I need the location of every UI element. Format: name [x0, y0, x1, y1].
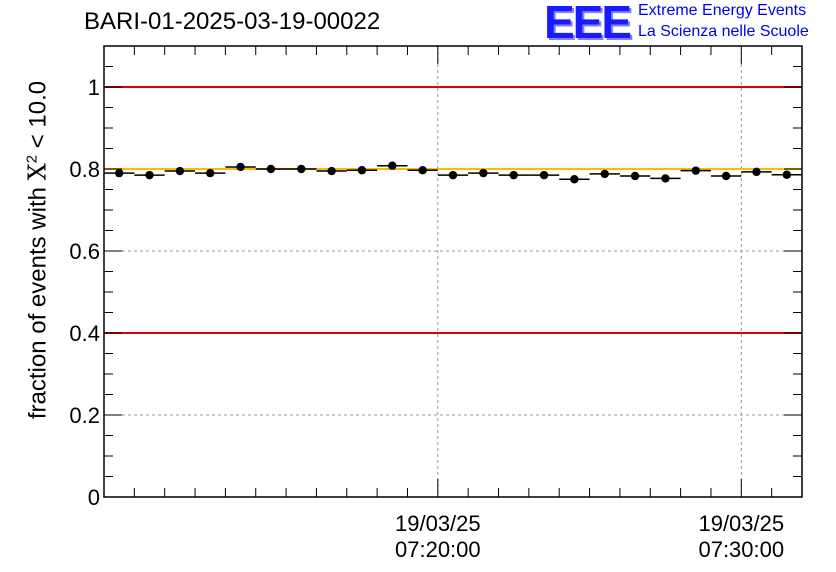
eee-logo-mark: EEE — [544, 0, 632, 48]
axis-ticks — [103, 45, 803, 498]
data-point — [206, 168, 215, 178]
data-point — [448, 170, 458, 180]
data-point — [570, 175, 579, 184]
y-tick-labels: 0 0.2 0.4 0.6 0.8 1 — [69, 75, 100, 510]
data-point — [175, 166, 185, 176]
logo-line-2: La Scienza nelle Scuole — [638, 23, 809, 40]
y-axis-label: fraction of events with X2 < 10.0 — [24, 81, 53, 419]
x-tick-label-date: 19/03/25 — [698, 511, 784, 536]
data-point — [691, 166, 700, 175]
data-point — [145, 170, 154, 180]
data-point — [752, 167, 761, 177]
data-point — [418, 166, 427, 175]
x-tick-label-time: 07:20:00 — [395, 537, 481, 562]
y-tick-label: 0 — [88, 485, 100, 510]
reference-lines — [104, 86, 802, 334]
y-tick-label: 0.8 — [69, 157, 100, 182]
data-point — [630, 171, 640, 181]
data-point — [509, 170, 518, 180]
logo-line-1: Extreme Energy Events — [638, 2, 807, 19]
data-point — [297, 164, 306, 174]
y-axis-label-superscript: 2 — [23, 154, 41, 164]
data-point — [114, 168, 124, 178]
eee-logo: EEE Extreme Energy Events La Scienza nel… — [544, 0, 834, 48]
data-point — [266, 164, 276, 174]
y-tick-label: 0.6 — [69, 239, 100, 264]
x-tick-label-time: 07:30:00 — [698, 537, 784, 562]
y-axis-label-symbol: X — [23, 163, 52, 181]
data-point — [357, 166, 367, 175]
y-tick-label: 0.2 — [69, 403, 100, 428]
data-point — [388, 161, 397, 170]
y-axis-label-prefix: fraction of events with — [24, 180, 52, 420]
data-point — [782, 170, 792, 179]
data-point — [327, 166, 336, 176]
data-points — [104, 161, 802, 184]
data-point — [661, 174, 670, 183]
y-tick-label: 0.4 — [69, 321, 100, 346]
grid-lines — [104, 46, 802, 497]
data-point — [539, 170, 549, 180]
data-point — [236, 162, 245, 172]
y-axis-label-suffix: < 10.0 — [24, 80, 52, 155]
data-point — [721, 171, 731, 181]
data-point — [479, 168, 488, 178]
data-point — [600, 169, 609, 179]
chart-title: BARI-01-2025-03-19-00022 — [84, 8, 381, 35]
y-tick-label: 1 — [88, 75, 100, 100]
x-tick-label-date: 19/03/25 — [395, 511, 481, 536]
plot-frame — [103, 45, 803, 498]
